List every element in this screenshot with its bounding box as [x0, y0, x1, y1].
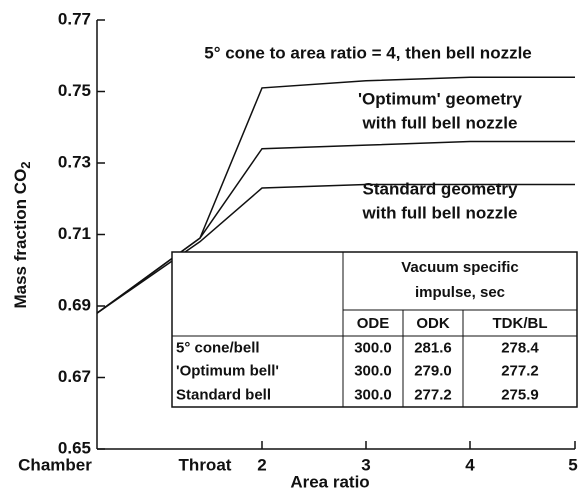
annotation: 5° cone to area ratio = 4, then bell noz… — [204, 43, 532, 62]
y-axis-label: Mass fraction CO2 — [11, 161, 33, 308]
y-tick-label: 0.65 — [58, 438, 91, 457]
x-tick-label: Chamber — [18, 455, 92, 474]
y-tick-label: 0.67 — [58, 367, 91, 386]
x-tick-label: 3 — [361, 455, 370, 474]
x-axis-label: Area ratio — [290, 472, 369, 491]
table-row-label: Standard bell — [176, 386, 271, 403]
table-cell: 281.6 — [414, 339, 452, 356]
annotation: with full bell nozzle — [362, 203, 518, 222]
y-tick-label: 0.77 — [58, 9, 91, 28]
table-cell: 300.0 — [354, 386, 392, 403]
table-cell: 279.0 — [414, 362, 452, 379]
x-tick-label: Throat — [179, 455, 232, 474]
table-row-label: 5° cone/bell — [176, 339, 260, 356]
x-tick-label: 5 — [568, 455, 577, 474]
annotation: 'Optimum' geometry — [358, 89, 522, 108]
table-cell: 300.0 — [354, 339, 392, 356]
table-cell: 275.9 — [501, 386, 539, 403]
x-tick-label: 4 — [465, 455, 475, 474]
series-line — [96, 140, 575, 314]
table-column: ODK — [416, 315, 450, 332]
table-column: TDK/BL — [493, 315, 548, 332]
y-tick-label: 0.73 — [58, 152, 91, 171]
table-cell: 277.2 — [414, 386, 452, 403]
x-tick-label: 2 — [257, 455, 266, 474]
table-box — [171, 251, 578, 408]
table-header: Vacuum specific — [401, 259, 519, 276]
y-tick-label: 0.69 — [58, 295, 91, 314]
annotation: with full bell nozzle — [362, 113, 518, 132]
y-tick-label: 0.71 — [58, 224, 91, 243]
y-tick-label: 0.75 — [58, 81, 91, 100]
y-axis-label-sub: 2 — [18, 161, 33, 168]
table-row-label: 'Optimum bell' — [176, 362, 279, 379]
y-axis-label-main: Mass fraction CO — [11, 169, 30, 309]
table-cell: 278.4 — [501, 339, 539, 356]
table-column: ODE — [357, 315, 390, 332]
table-header: impulse, sec — [415, 284, 505, 301]
annotation: Standard geometry — [363, 179, 518, 198]
table-cell: 277.2 — [501, 362, 539, 379]
table-cell: 300.0 — [354, 362, 392, 379]
